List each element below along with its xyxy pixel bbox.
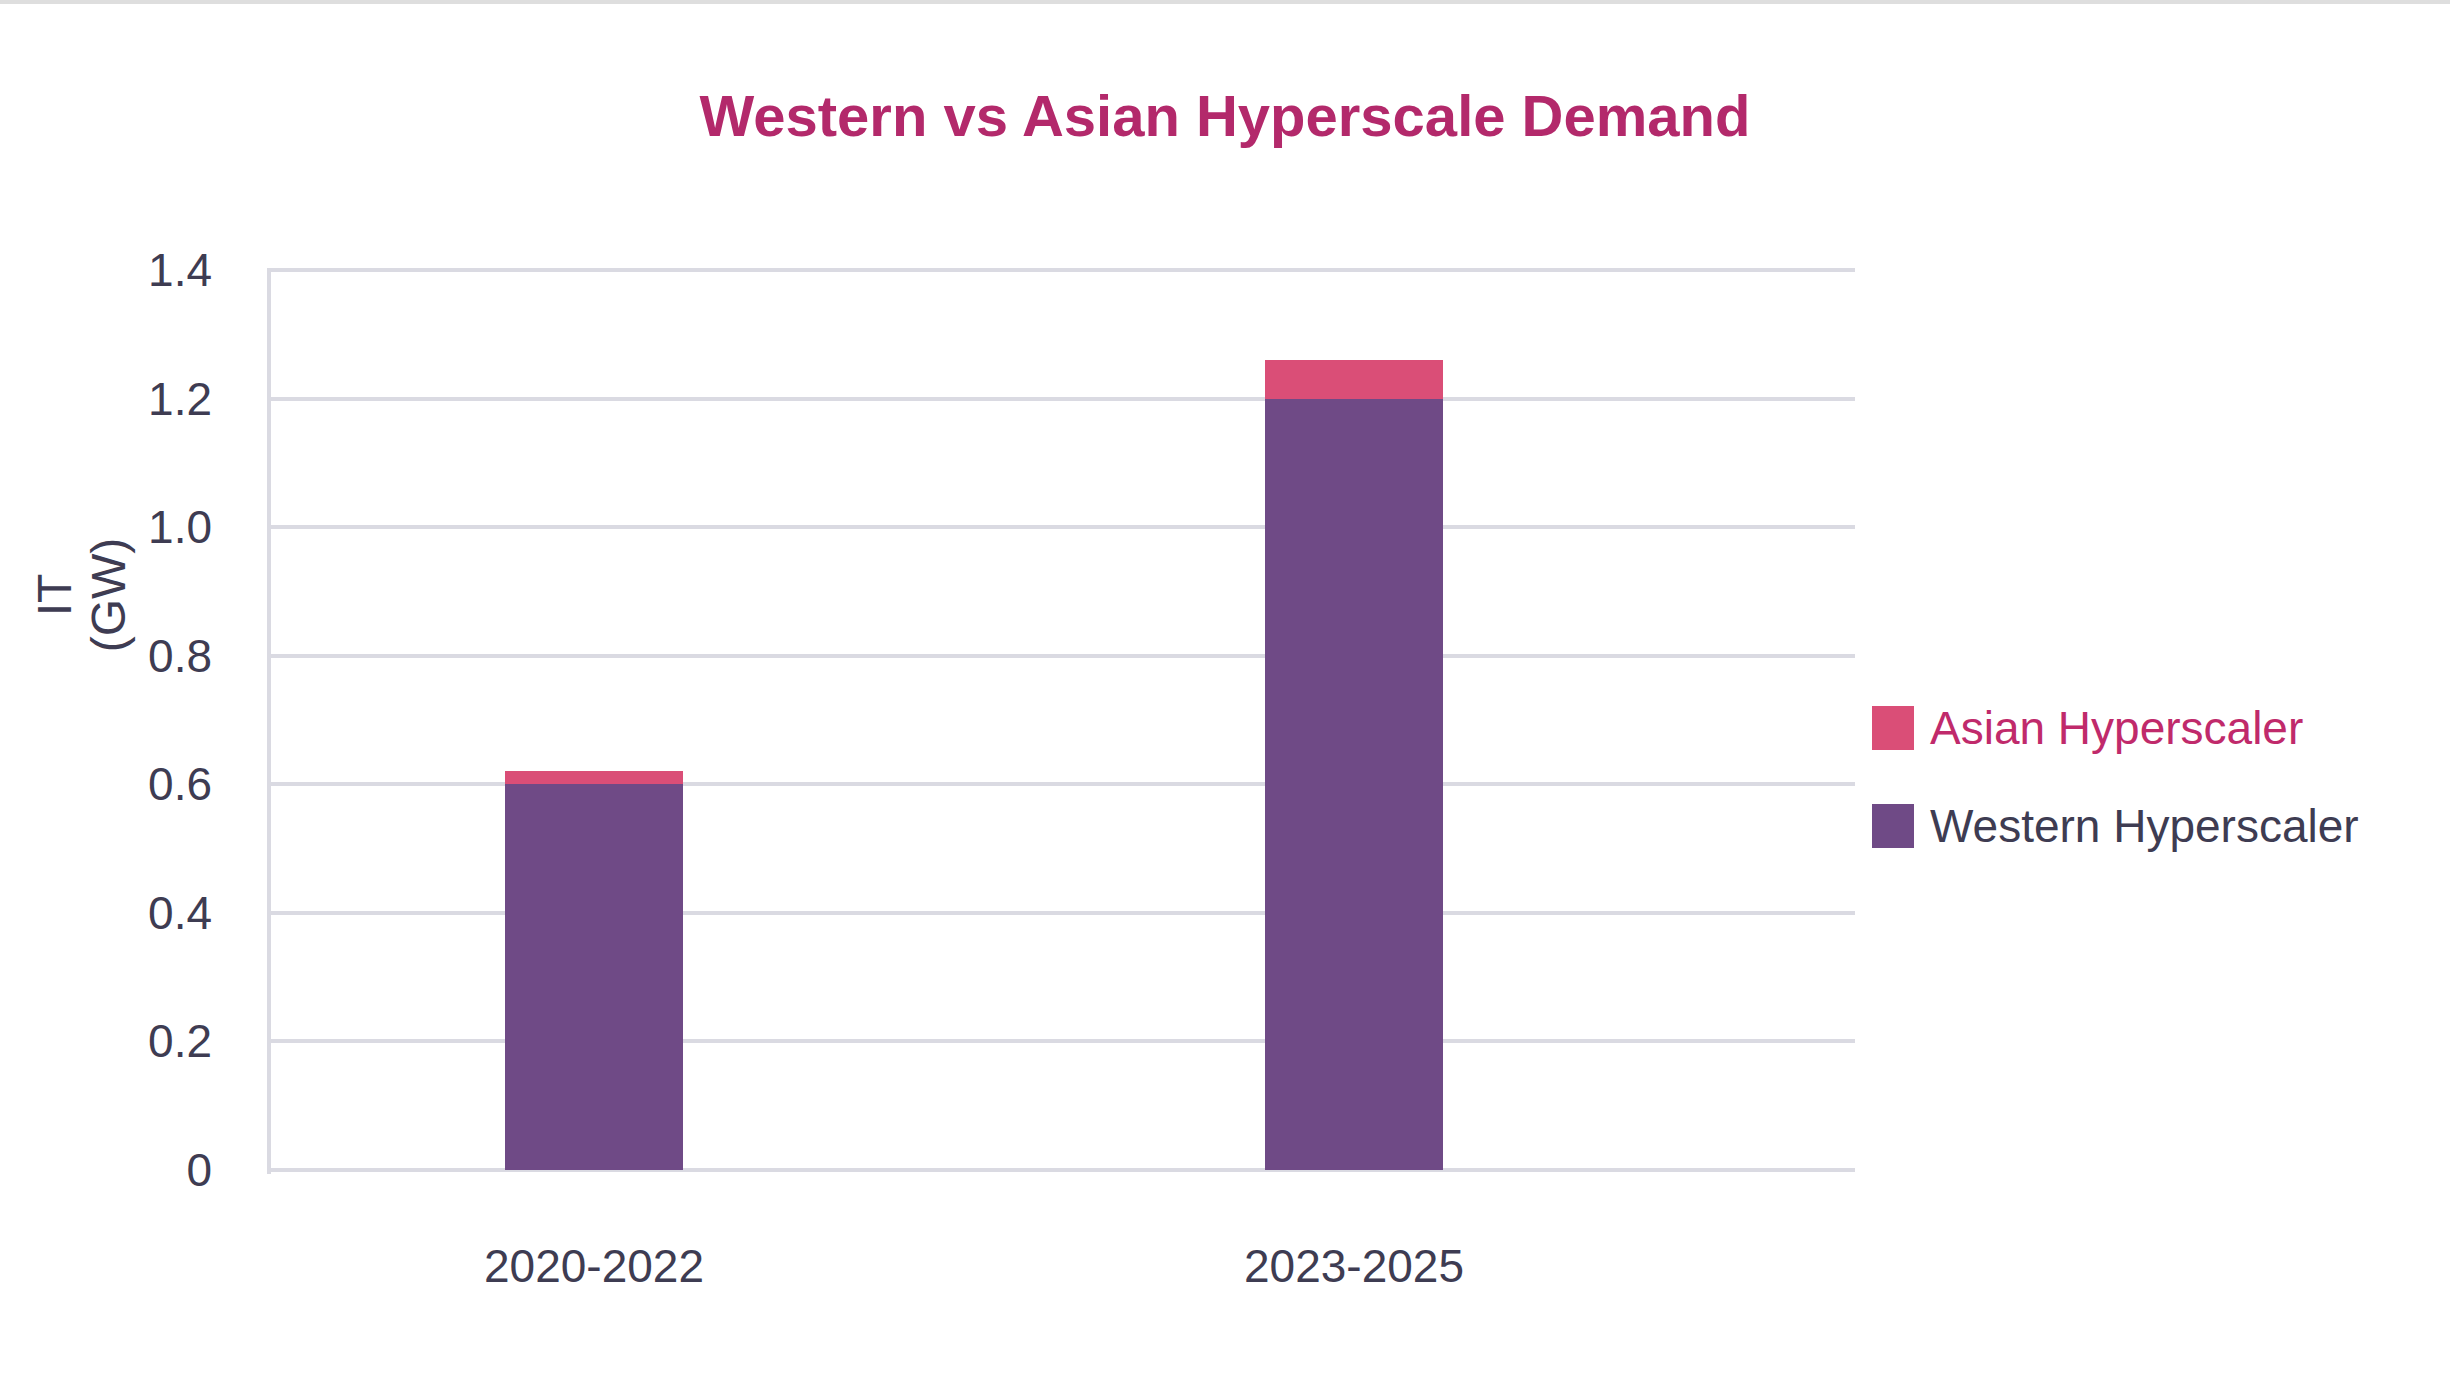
y-tick-label-1.4: 1.4 (0, 240, 212, 300)
legend-label-asian-hyperscaler: Asian Hyperscaler (1930, 704, 2303, 752)
y-tick-label-1.2: 1.2 (0, 369, 212, 429)
y-axis-line (267, 270, 271, 1174)
gridline-0.8 (267, 654, 1855, 658)
gridline-1.2 (267, 397, 1855, 401)
y-tick-label-0.8: 0.8 (0, 626, 212, 686)
chart-canvas: Western vs Asian Hyperscale Demand IT (G… (0, 0, 2450, 1378)
gridline-1.4 (267, 268, 1855, 272)
gridline-1.0 (267, 525, 1855, 529)
bar-2023-2025-western-hyperscaler (1265, 399, 1443, 1170)
legend-swatch-western-hyperscaler (1872, 804, 1914, 848)
legend-swatch-asian-hyperscaler (1872, 706, 1914, 750)
bar-2020-2022-asian-hyperscaler (505, 771, 683, 784)
y-tick-label-0.2: 0.2 (0, 1011, 212, 1071)
x-tick-label-2020-2022: 2020-2022 (394, 1238, 794, 1294)
y-axis-title-line1: IT (28, 574, 81, 617)
y-tick-label-0.6: 0.6 (0, 754, 212, 814)
bar-2020-2022-western-hyperscaler (505, 784, 683, 1170)
legend: Asian Hyperscaler Western Hyperscaler (1872, 704, 2359, 900)
y-tick-label-0.4: 0.4 (0, 883, 212, 943)
plot-area (267, 270, 1855, 1170)
bar-2023-2025-asian-hyperscaler (1265, 360, 1443, 399)
legend-label-western-hyperscaler: Western Hyperscaler (1930, 802, 2359, 850)
y-tick-label-1.0: 1.0 (0, 497, 212, 557)
x-tick-label-2023-2025: 2023-2025 (1154, 1238, 1554, 1294)
chart-title: Western vs Asian Hyperscale Demand (0, 82, 2450, 149)
window-edge-strip (0, 0, 2450, 4)
y-tick-label-0: 0 (0, 1140, 212, 1200)
legend-item-asian-hyperscaler: Asian Hyperscaler (1872, 704, 2359, 752)
legend-item-western-hyperscaler: Western Hyperscaler (1872, 802, 2359, 850)
